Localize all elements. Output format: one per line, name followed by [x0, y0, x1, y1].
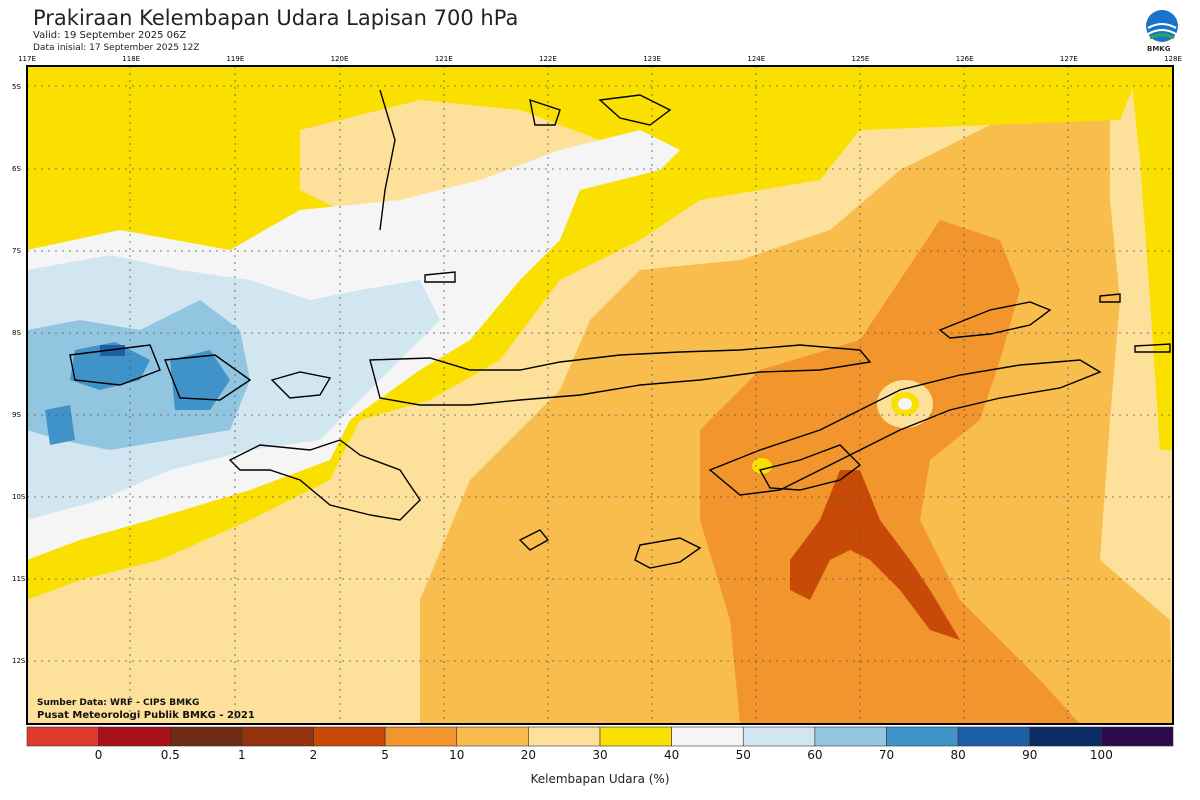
colorbar-tick-label: 70 [878, 748, 895, 762]
colorbar-tick-label: 30 [592, 748, 608, 762]
graticule [27, 66, 1173, 724]
colorbar-tick-label: 40 [663, 748, 680, 762]
lat-tick-label: 10S [12, 493, 26, 501]
humidity-field [27, 66, 1173, 724]
colorbar-swatch [98, 726, 171, 747]
colorbar-tick-label: 2 [309, 748, 318, 762]
init-time: Data inisial: 17 September 2025 12Z [33, 43, 200, 53]
lat-tick-label: 5S [12, 83, 21, 91]
colorbar-swatch [957, 726, 1031, 747]
lat-tick-label: 9S [12, 411, 21, 419]
colorbar-tick-label: 0.5 [160, 748, 180, 762]
colorbar-tick-label: 5 [381, 748, 389, 762]
colorbar-swatch [169, 726, 243, 747]
colorbar-swatch [528, 726, 601, 747]
colorbar-tick-label: 50 [735, 748, 751, 762]
lat-tick-label: 11S [12, 575, 26, 583]
lon-tick-label: 125E [852, 55, 870, 63]
colorbar-swatch [384, 726, 458, 747]
valid-time: Valid: 19 September 2025 06Z [33, 30, 187, 41]
lon-tick-label: 122E [539, 55, 557, 63]
colorbar-tick-label: 10 [449, 748, 465, 762]
lon-tick-label: 118E [122, 55, 140, 63]
colorbar-swatch [814, 726, 887, 747]
colorbar-swatch [313, 726, 386, 747]
map-title: Prakiraan Kelembapan Udara Lapisan 700 h… [33, 6, 519, 30]
colorbar-swatch [26, 726, 99, 747]
lon-tick-label: 126E [956, 55, 974, 63]
lat-tick-label: 7S [12, 247, 21, 255]
colorbar-tick-label: 1 [238, 748, 246, 762]
colorbar-tick-label: 20 [520, 748, 537, 762]
colorbar-swatch [742, 726, 816, 747]
colorbar-swatch [1029, 726, 1102, 747]
colorbar [26, 726, 1174, 747]
lon-tick-label: 123E [643, 55, 661, 63]
colorbar-title: Kelembapan Udara (%) [530, 772, 670, 786]
colorbar-swatch [886, 726, 959, 747]
lon-tick-label: 128E [1164, 55, 1182, 63]
colorbar-tick-label: 0 [94, 748, 103, 762]
lon-tick-label: 119E [226, 55, 244, 63]
colorbar-swatch [1101, 726, 1174, 747]
colorbar-swatch [456, 726, 529, 747]
lon-tick-label: 124E [747, 55, 765, 63]
lat-tick-label: 6S [12, 165, 21, 173]
lat-tick-label: 12S [12, 657, 26, 665]
latitude-ticks: 5S 6S 7S 8S 9S 10S 11S 12S [12, 83, 26, 665]
colorbar-swatch [599, 726, 672, 747]
lon-tick-label: 121E [435, 55, 453, 63]
data-source: Sumber Data: WRF - CIPS BMKG [37, 698, 200, 708]
lon-tick-label: 120E [331, 55, 349, 63]
map-frame [26, 65, 1174, 725]
lon-tick-label: 117E [18, 55, 36, 63]
colorbar-tick-label: 60 [807, 748, 823, 762]
bmkg-logo [1144, 8, 1180, 58]
colorbar-tick-label: 80 [950, 748, 966, 762]
colorbar-swatch [671, 726, 744, 747]
lon-tick-label: 127E [1060, 55, 1078, 63]
colorbar-swatch [241, 726, 314, 747]
longitude-ticks: 117E 118E 119E 120E 121E 122E 123E 124E 125E 126E… [18, 55, 1182, 63]
credit: Pusat Meteorologi Publik BMKG - 2021 [37, 710, 255, 721]
logo-text: BMKG [1147, 45, 1171, 53]
colorbar-tick-label: 100 [1089, 748, 1113, 762]
colorbar-tick-label: 90 [1022, 748, 1038, 762]
lat-tick-label: 8S [12, 329, 21, 337]
